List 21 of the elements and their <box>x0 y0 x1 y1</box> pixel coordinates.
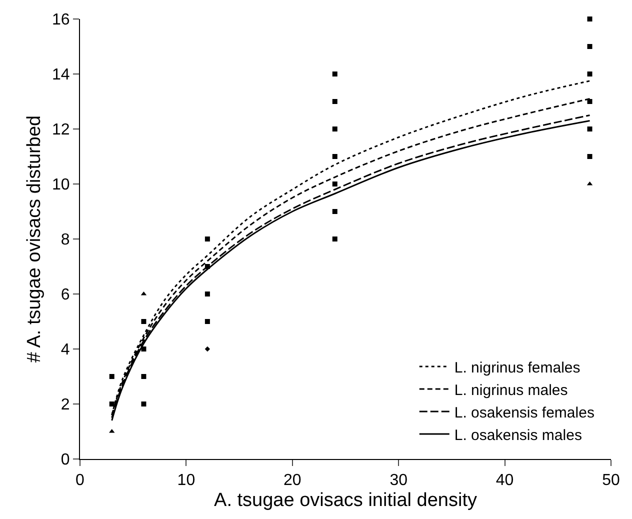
x-tick-label: 10 <box>177 472 196 490</box>
y-tick-label: 8 <box>60 232 70 249</box>
x-axis-title: A. tsugae ovisacs initial density <box>214 490 478 511</box>
y-tick-label: 4 <box>60 342 70 359</box>
x-tick-label: 50 <box>602 472 620 490</box>
y-tick-label: 0 <box>60 452 70 469</box>
legend-label: L. nigrinus females <box>454 359 580 376</box>
legend-label: L. osakensis males <box>454 426 582 444</box>
y-tick-label: 6 <box>60 286 70 304</box>
y-tick-label: 12 <box>52 122 70 139</box>
y-tick-label: 10 <box>52 176 70 194</box>
legend-label: L. osakensis females <box>454 404 594 422</box>
y-tick-label: 16 <box>52 12 70 29</box>
x-tick-label: 20 <box>284 472 302 490</box>
x-tick-label: 30 <box>390 472 408 490</box>
y-axis-title: # A. tsugae ovisacs disturbed <box>24 115 45 363</box>
y-tick-label: 2 <box>60 396 70 414</box>
legend-label: L. nigrinus males <box>454 382 568 399</box>
x-tick-label: 40 <box>496 472 514 490</box>
x-tick-label: 0 <box>76 472 85 490</box>
y-tick-label: 14 <box>52 66 70 84</box>
